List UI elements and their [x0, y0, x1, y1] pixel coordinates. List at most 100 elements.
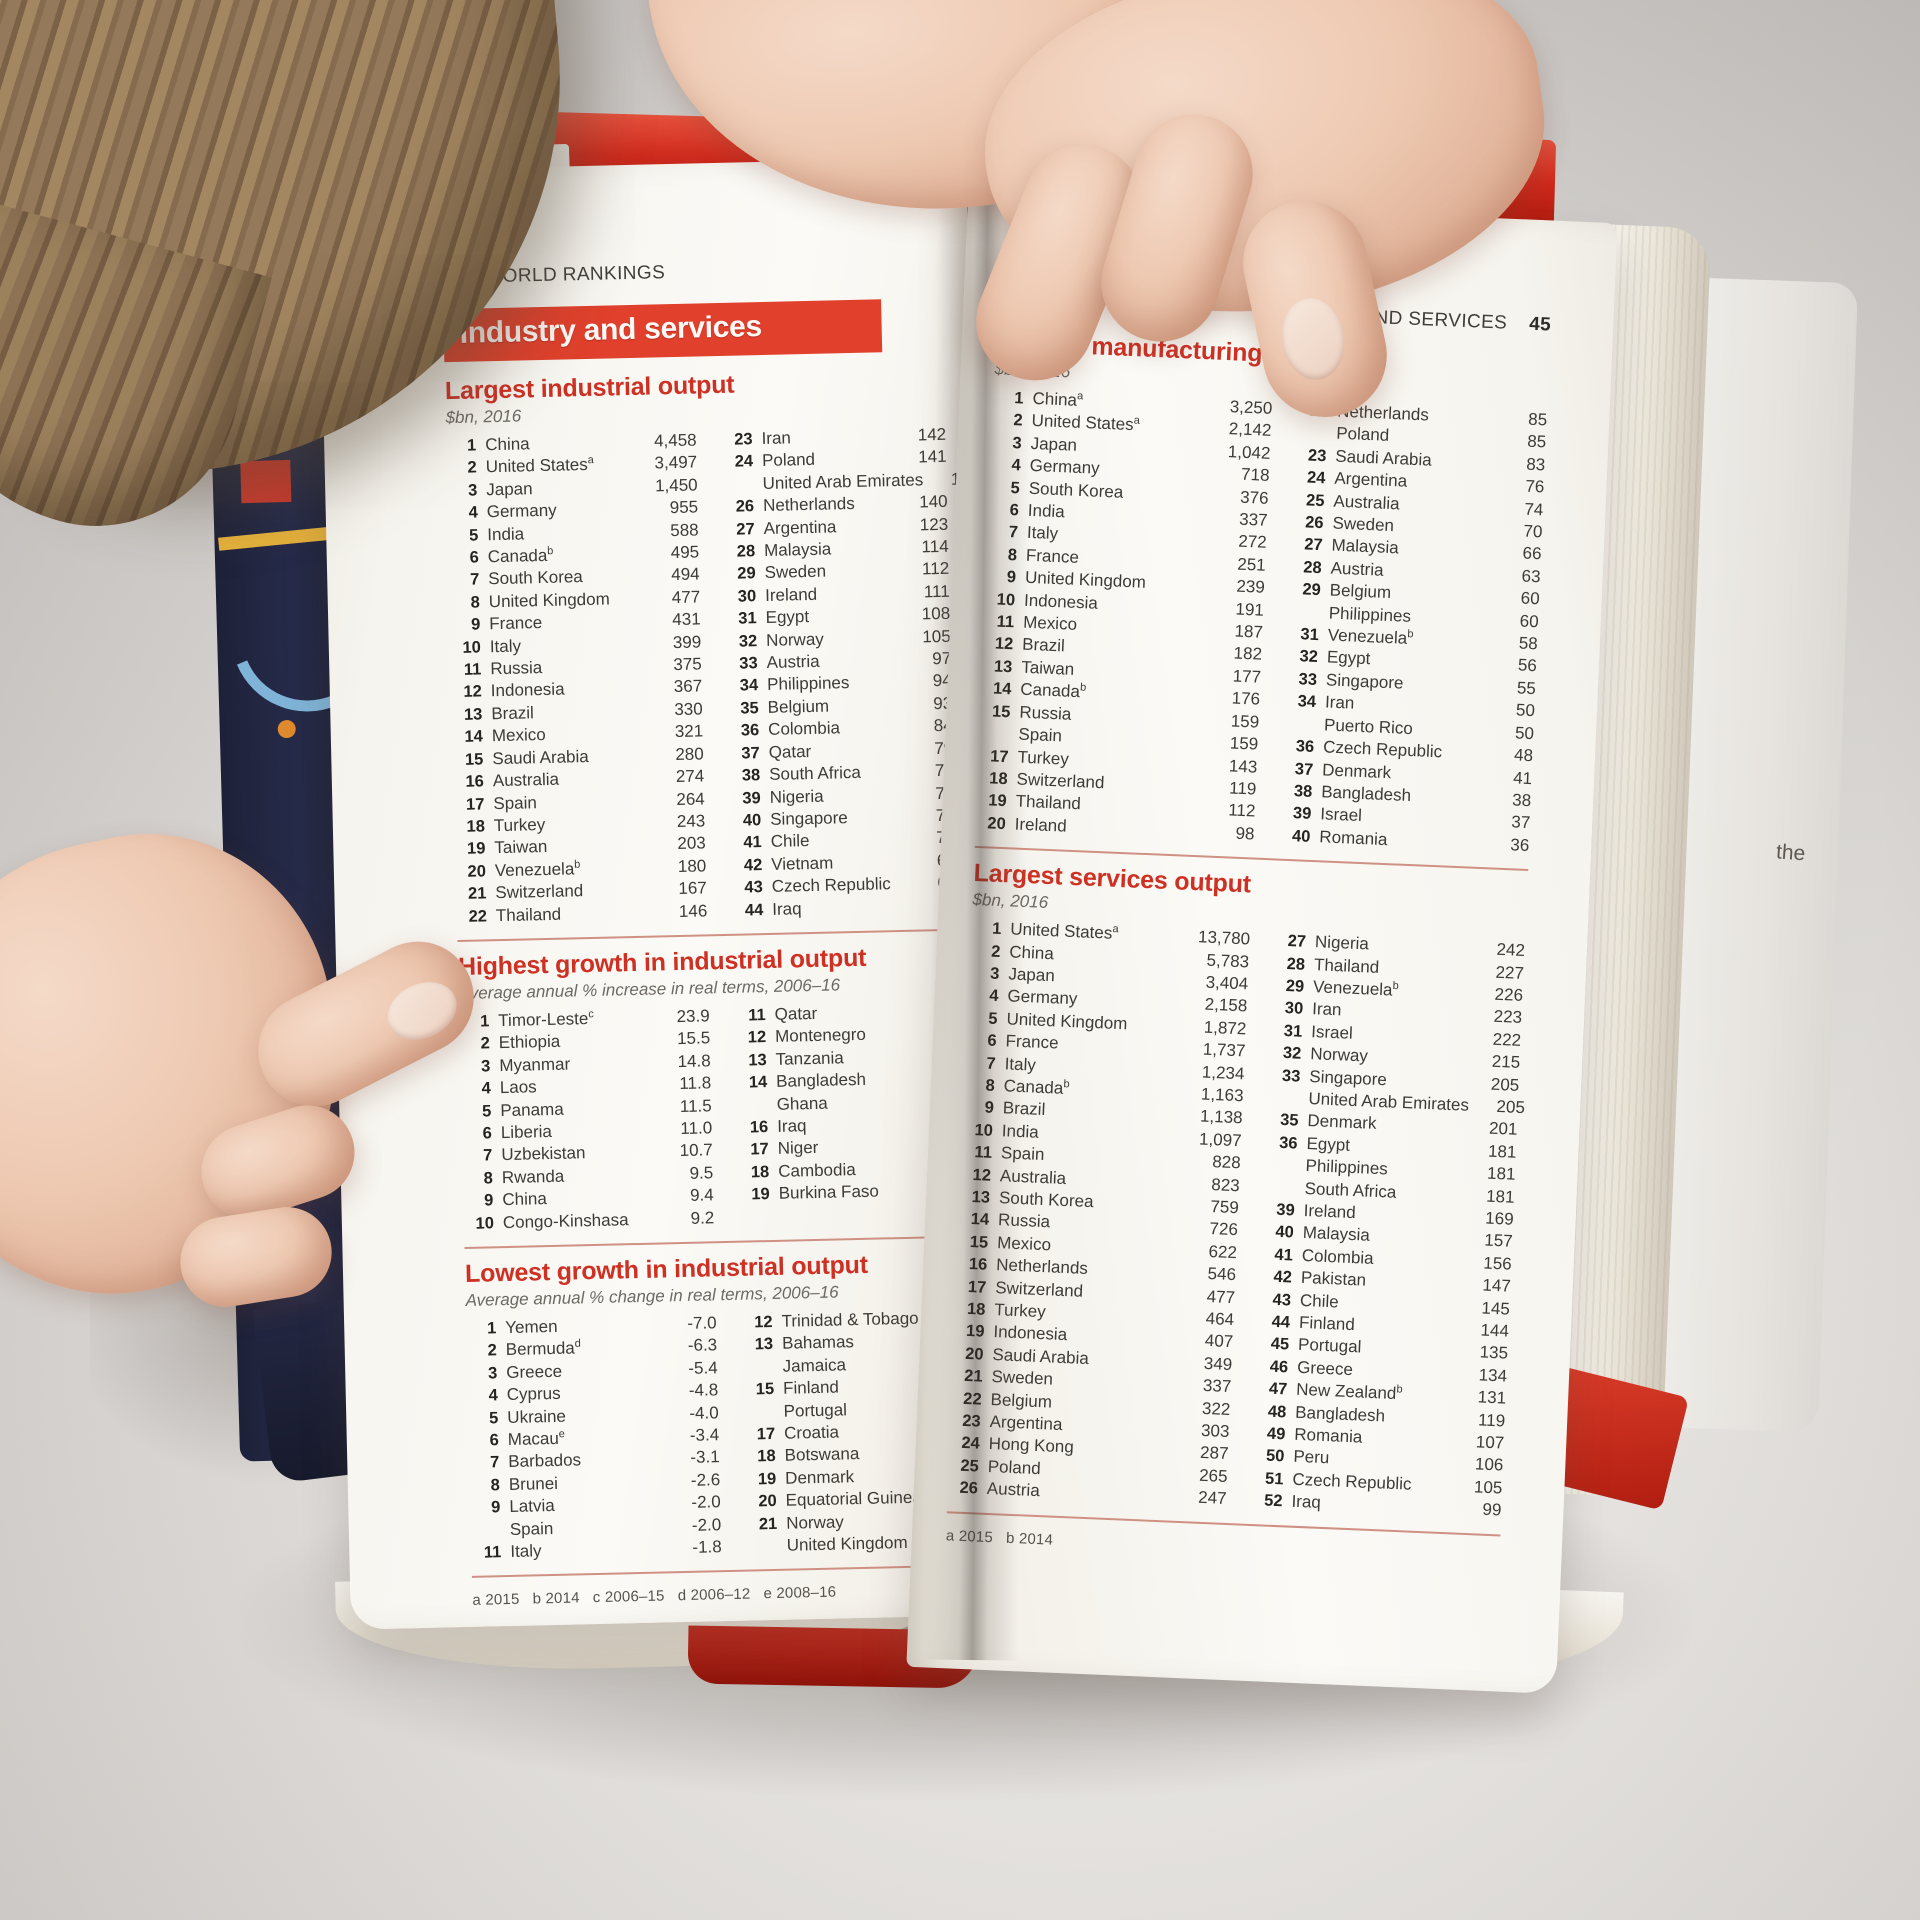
rank: 30: [1284, 999, 1304, 1019]
value: 156: [1483, 1253, 1513, 1274]
value: 227: [1495, 962, 1525, 983]
rank: 27: [736, 519, 755, 539]
value: 337: [1238, 509, 1269, 530]
country-name: Malaysia: [763, 539, 832, 561]
rank: 2: [480, 1034, 491, 1053]
value: 145: [1481, 1298, 1511, 1319]
rank: 35: [740, 699, 759, 718]
value: 321: [674, 721, 704, 742]
rank: 3: [467, 481, 478, 500]
rank: 45: [1270, 1335, 1290, 1354]
value: 3,404: [1205, 972, 1249, 994]
country-name: Vietnam: [771, 853, 834, 874]
value: -7.0: [687, 1313, 717, 1333]
rank: 19: [466, 839, 486, 859]
country-name: Netherlands: [762, 494, 855, 516]
value: 367: [673, 676, 703, 697]
value: -1.8: [692, 1537, 722, 1557]
rank: 44: [744, 900, 764, 920]
rank: 40: [1291, 826, 1311, 846]
country-name: Norway: [765, 629, 824, 650]
value: 588: [670, 520, 699, 540]
value: 182: [1233, 644, 1263, 665]
rank: 17: [465, 794, 485, 814]
value: 14.8: [677, 1051, 711, 1071]
value: 322: [1201, 1398, 1231, 1419]
rank: 23: [734, 430, 753, 449]
rank: 15: [755, 1380, 775, 1399]
rank: 12: [747, 1028, 767, 1047]
rank: 33: [1298, 670, 1318, 689]
value: 823: [1210, 1174, 1241, 1195]
rank: 31: [1283, 1021, 1303, 1041]
value: 375: [673, 654, 702, 675]
rank: 17: [756, 1424, 776, 1444]
rank: 14: [748, 1073, 768, 1092]
value: 223: [1493, 1007, 1523, 1028]
rank: [471, 1535, 510, 1536]
country-name: Jamaica: [782, 1355, 847, 1376]
rank: 32: [1282, 1044, 1302, 1063]
value: 726: [1209, 1219, 1239, 1240]
ranking-column: 23 Iran 142 24 Poland 141 United Arab Emirates…: [722, 424, 979, 922]
rank: 39: [742, 788, 761, 808]
rank: 6: [469, 548, 479, 567]
country-name: Iraq: [776, 1116, 807, 1136]
value: -5.4: [688, 1358, 718, 1378]
rank: 7: [482, 1146, 493, 1165]
country-name: Egypt: [765, 607, 810, 628]
value: 76: [1525, 476, 1545, 497]
rank: [738, 1109, 777, 1110]
value: 143: [1228, 755, 1258, 777]
rank: 46: [1269, 1357, 1289, 1377]
rank: 18: [757, 1447, 776, 1466]
value: 1,097: [1198, 1129, 1243, 1151]
value: 15.5: [676, 1028, 711, 1049]
value: 105: [1473, 1477, 1503, 1498]
value: 330: [674, 699, 703, 719]
value: 1,138: [1199, 1106, 1243, 1128]
value: 48: [1513, 745, 1534, 766]
value: -2.0: [691, 1514, 722, 1535]
country-name: Chile: [770, 831, 810, 852]
table-row: 44Iraq64: [733, 894, 957, 921]
rank: 28: [1302, 558, 1323, 577]
country-name: Norway: [785, 1512, 845, 1533]
rank: [1265, 1192, 1304, 1194]
rank: 8: [490, 1476, 501, 1495]
rank: 10: [462, 638, 482, 657]
rank: 29: [1285, 976, 1305, 996]
value: 119: [1228, 778, 1257, 799]
rank: 7: [489, 1453, 500, 1472]
country-name: Qatar: [768, 741, 812, 762]
country-name: Croatia: [783, 1422, 840, 1443]
country-name: Congo-Kinshasa: [502, 1209, 629, 1232]
value: 280: [675, 744, 704, 764]
ranking-column: 1 Timor-Lestec 23.9 2 Ethiopia 15.5 3 Myanmar 14…: [459, 1005, 714, 1235]
value: -2.0: [691, 1492, 721, 1513]
value: 431: [672, 609, 701, 630]
country-name: Qatar: [774, 1003, 818, 1024]
value: -4.8: [688, 1380, 719, 1401]
value: 265: [1198, 1465, 1228, 1486]
value: 222: [1492, 1029, 1522, 1050]
country-name: Poland: [761, 450, 816, 471]
rank: 2: [487, 1341, 497, 1360]
value: 177: [1232, 666, 1262, 687]
country-name: Finland: [782, 1377, 840, 1398]
value: 11.5: [679, 1095, 712, 1116]
rank: 9: [483, 1191, 494, 1210]
book-page-left: 44WORLD RANKINGS Industry and services L…: [318, 157, 999, 1630]
rank: 19: [757, 1469, 777, 1489]
country-name: Bangladesh: [775, 1069, 867, 1091]
rank: [724, 489, 763, 490]
value: 1,737: [1202, 1039, 1246, 1061]
rank: 33: [1281, 1066, 1301, 1086]
value: 546: [1207, 1264, 1237, 1285]
rank: 28: [1286, 954, 1306, 974]
rank: [744, 1372, 783, 1373]
country-name: Thailand: [495, 904, 562, 925]
value: 407: [1204, 1331, 1234, 1352]
cover-art-bar: [218, 527, 329, 551]
rank: 16: [465, 772, 485, 791]
